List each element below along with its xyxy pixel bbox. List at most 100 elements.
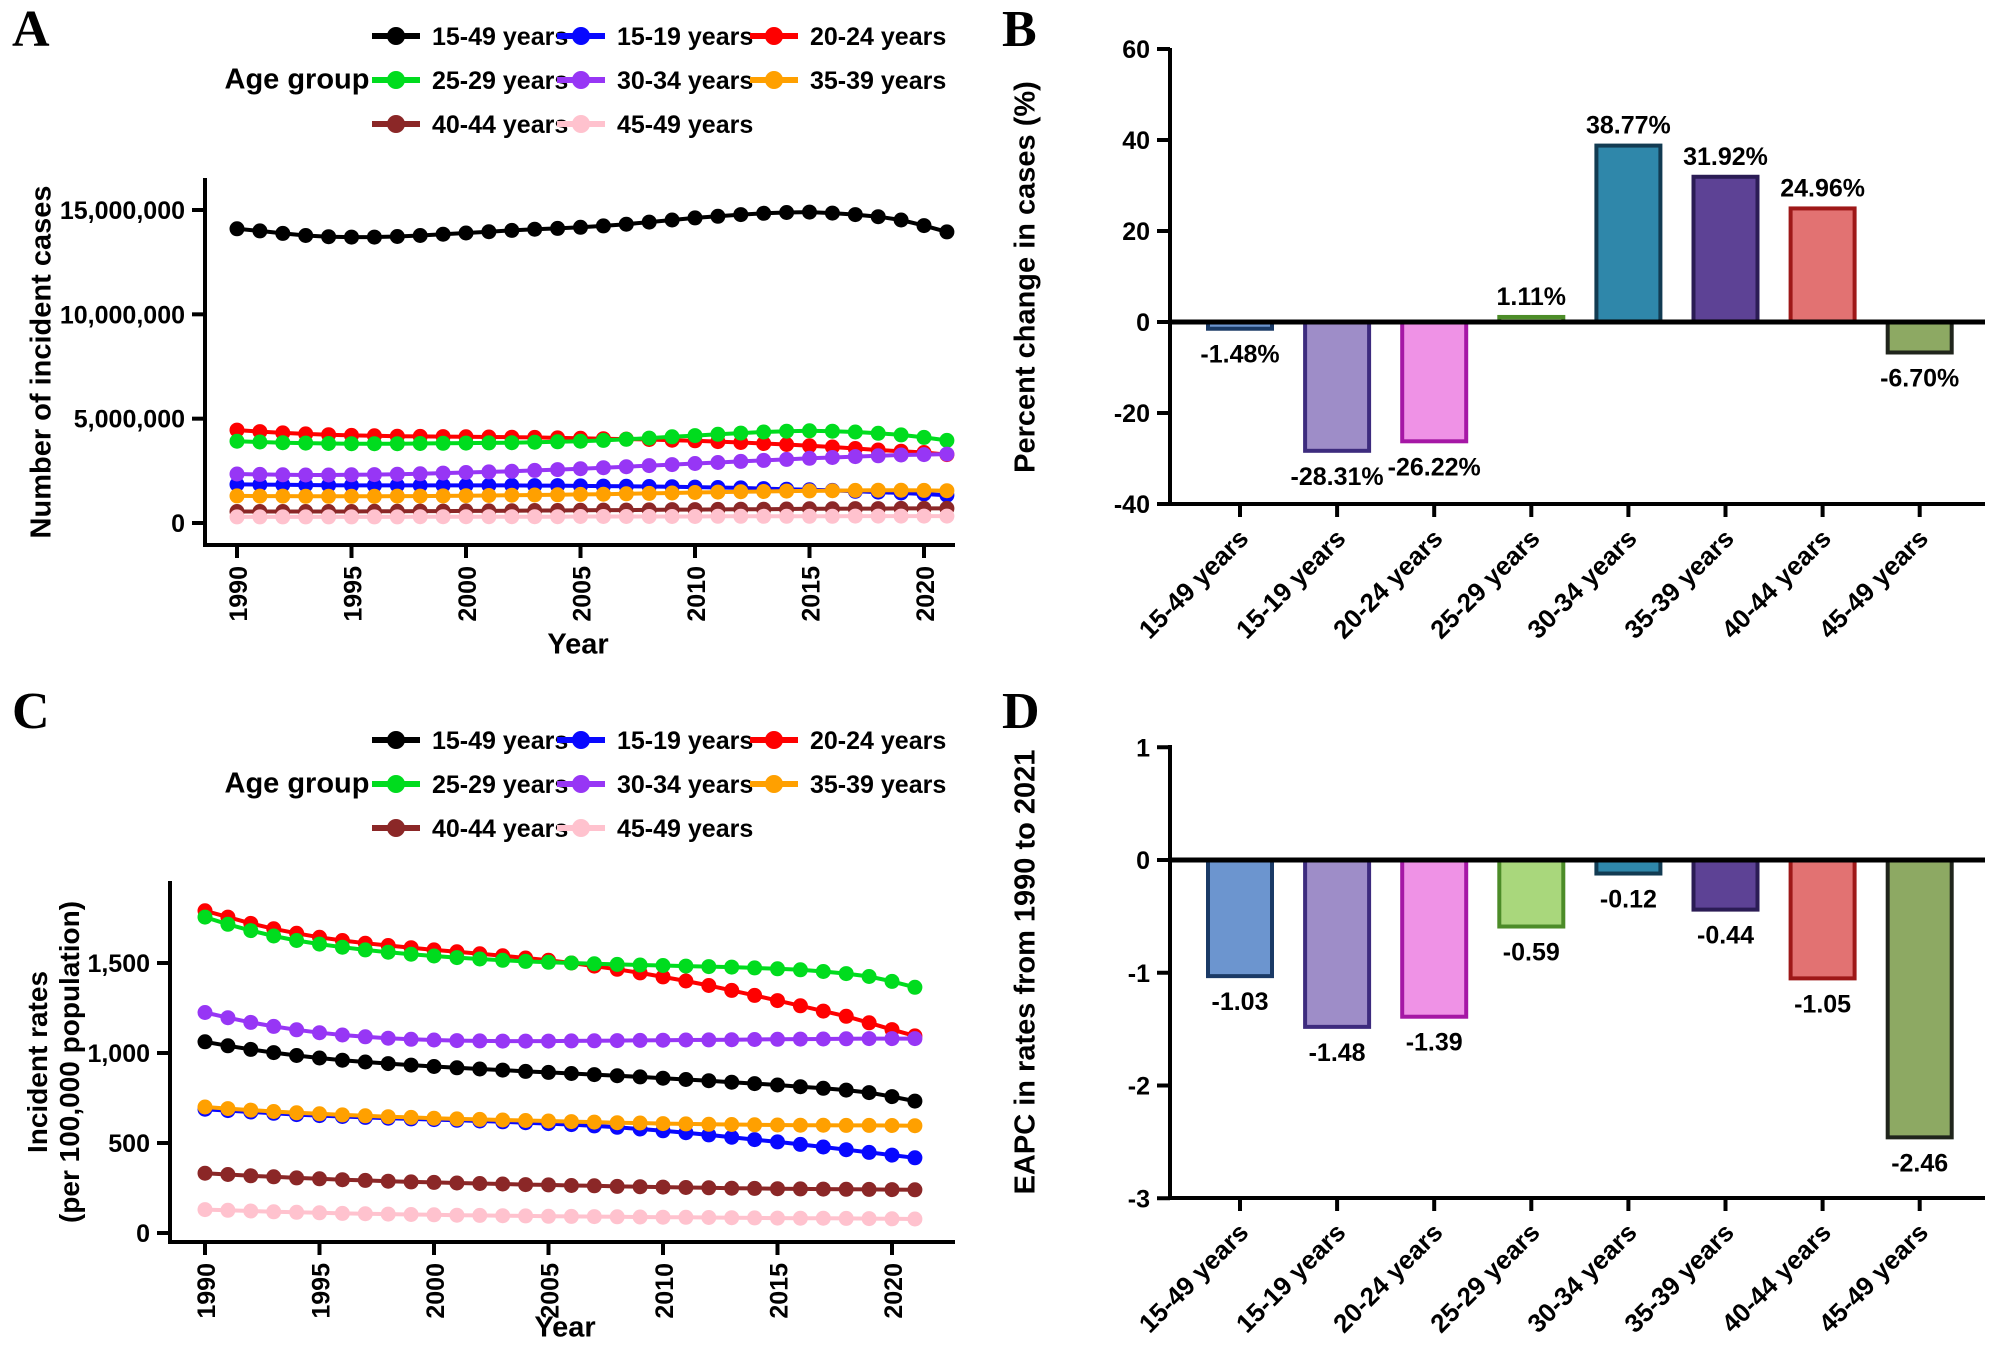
series-line [236, 210, 948, 240]
data-point [701, 1073, 717, 1089]
data-point [449, 950, 465, 966]
series-25-29-years [229, 423, 955, 452]
bar-value-label: -1.39 [1406, 1029, 1463, 1057]
x-tick-label: 1995 [308, 1263, 336, 1319]
data-point [321, 229, 337, 245]
x-tick-label: 2010 [651, 1263, 679, 1319]
data-point [618, 431, 634, 447]
x-tick-label: 2020 [912, 566, 940, 622]
bar-value-label: -0.44 [1697, 922, 1754, 950]
bar-value-label: -1.03 [1212, 988, 1269, 1016]
data-point [243, 1102, 259, 1118]
data-point [563, 955, 579, 971]
data-point [321, 436, 337, 451]
x-tick-label: 1990 [225, 566, 253, 622]
data-point [252, 488, 268, 504]
data-point [366, 436, 382, 452]
data-point [687, 210, 703, 226]
data-point [678, 1032, 694, 1048]
data-point [366, 229, 382, 245]
y-tick-label: -20 [1114, 400, 1150, 428]
data-point [792, 1079, 808, 1095]
data-point [458, 509, 474, 525]
series-line [236, 452, 947, 477]
data-point [916, 447, 932, 463]
legend-item-label: 40-44 years [432, 815, 568, 843]
data-point [838, 1008, 854, 1024]
data-point [618, 486, 634, 502]
series-line [204, 1171, 915, 1192]
data-point [664, 509, 680, 524]
data-point [243, 923, 259, 939]
data-point [724, 1180, 740, 1196]
data-point [678, 958, 694, 974]
y-axis-title-panel-d: EAPC in rates from 1990 to 2021 [1009, 749, 1042, 1195]
data-point [779, 437, 795, 452]
data-point [701, 1116, 717, 1132]
legend-marker-dot [572, 775, 590, 793]
series-30-34-years [197, 1005, 923, 1049]
data-point [197, 909, 213, 925]
legend-item-25-29-years: 25-29 years [372, 771, 568, 799]
data-point [458, 477, 474, 493]
data-point [344, 467, 359, 483]
data-point [550, 434, 566, 450]
data-point [792, 1136, 808, 1152]
data-point [733, 508, 749, 524]
data-point [412, 509, 428, 525]
series-line [204, 1107, 916, 1160]
data-point [435, 435, 451, 451]
legend-item-45-49-years: 45-49 years [557, 111, 753, 139]
bar-value-label: -1.48 [1309, 1039, 1366, 1067]
legend-item-label: 45-49 years [617, 111, 753, 139]
panel-c-label: C [12, 683, 50, 740]
y-tick-label: 500 [108, 1130, 150, 1158]
y-axis-title-panel-b: Percent change in cases (%) [1009, 81, 1042, 473]
data-point [747, 1210, 763, 1226]
data-point [472, 1111, 488, 1127]
legend-panel-c: 15-49 years 15-19 years 20-24 years 25-29 y… [372, 727, 946, 843]
data-point [458, 435, 474, 451]
data-point [632, 1179, 648, 1195]
data-point [870, 448, 886, 464]
data-point [229, 476, 245, 492]
data-point [504, 435, 520, 451]
data-point [312, 1025, 327, 1041]
data-point [518, 953, 534, 969]
data-point [802, 508, 817, 524]
data-point [334, 1052, 350, 1068]
data-point [495, 1033, 511, 1049]
data-point [724, 1117, 740, 1132]
data-point [838, 1082, 854, 1098]
series-25-29-years [197, 909, 923, 995]
data-point [518, 1113, 534, 1128]
data-point [334, 1172, 350, 1188]
data-point [541, 1177, 556, 1193]
data-point [449, 1111, 465, 1127]
data-point [838, 1031, 854, 1047]
data-point [389, 436, 405, 452]
data-point [907, 1150, 923, 1166]
data-point [861, 1211, 877, 1227]
series-20-24-years [197, 903, 923, 1044]
legend-item-label: 15-19 years [617, 727, 753, 755]
legend-marker-dot [572, 819, 590, 837]
data-point [412, 477, 428, 493]
data-point [403, 1057, 419, 1073]
data-point [266, 1104, 282, 1119]
data-point [366, 477, 382, 493]
y-tick-label: -3 [1128, 1185, 1150, 1213]
data-point [916, 508, 932, 524]
data-point [770, 1134, 785, 1150]
data-point [366, 488, 382, 504]
data-point [243, 1014, 259, 1030]
data-point [664, 457, 680, 473]
panel-d-label: D [1002, 683, 1040, 740]
data-point [792, 962, 808, 978]
legend-item-label: 30-34 years [617, 67, 753, 95]
data-point [815, 1117, 831, 1133]
data-point [779, 423, 795, 439]
legend-item-30-34-years: 30-34 years [557, 67, 753, 95]
data-point [573, 509, 588, 524]
